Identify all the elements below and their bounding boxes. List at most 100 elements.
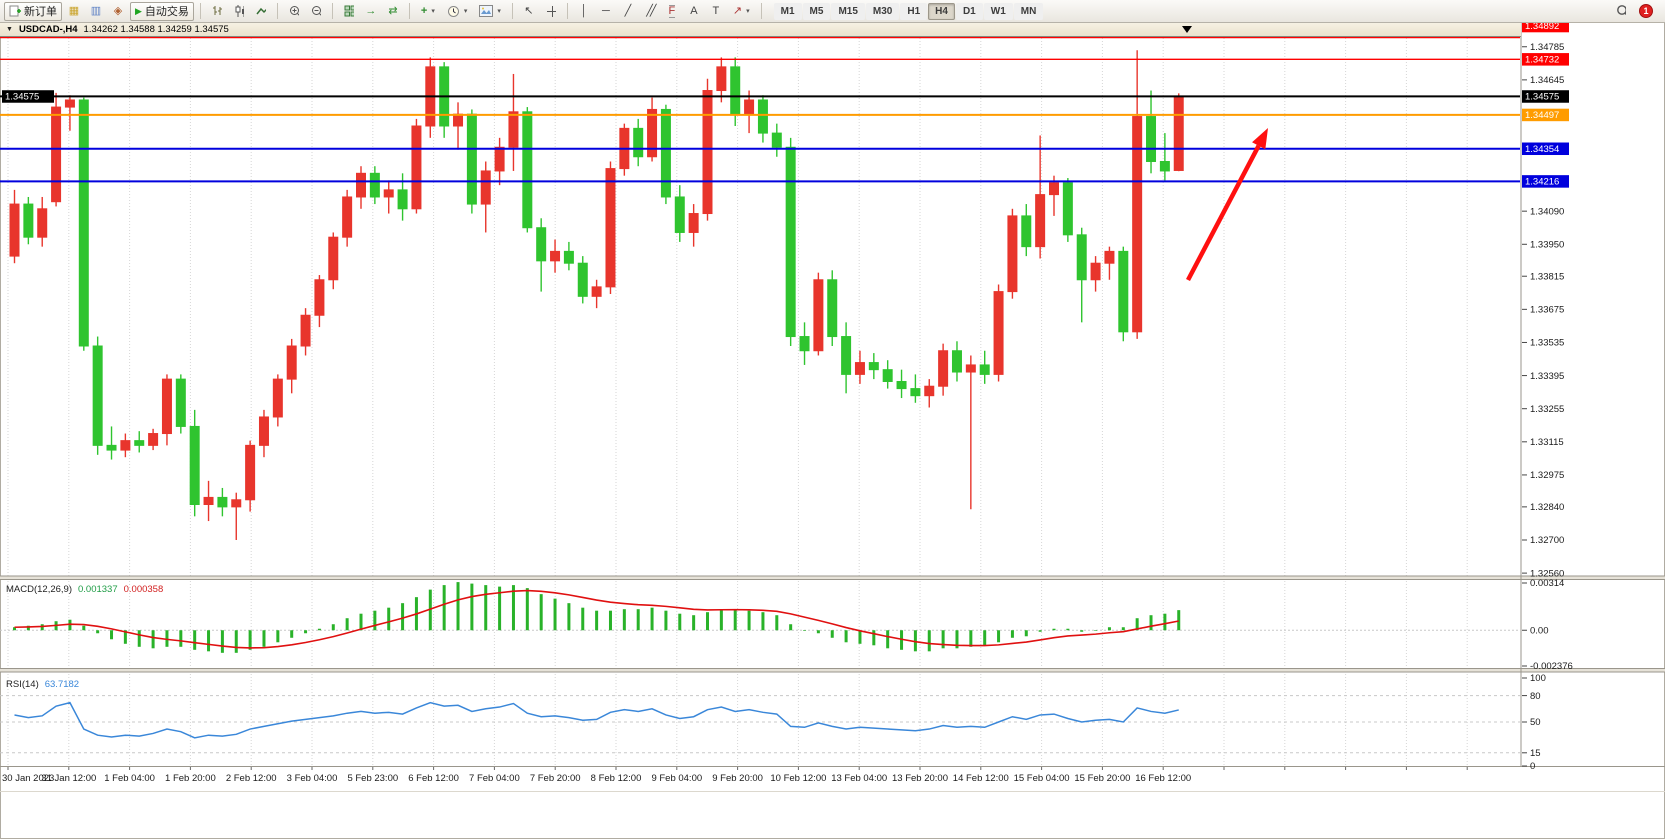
navigator-icon: ◈ [113,4,123,17]
svg-text:1.34575: 1.34575 [1525,92,1559,103]
svg-text:2 Feb 12:00: 2 Feb 12:00 [226,773,277,784]
timeframe-w1[interactable]: W1 [983,2,1013,20]
svg-text:RSI(14)63.7182: RSI(14) 63.7182 [6,679,79,690]
svg-text:1.34785: 1.34785 [1530,42,1564,53]
collapse-chart-icon[interactable]: ▼ [6,26,13,33]
navigator-button[interactable]: ◈ [108,2,128,21]
svg-text:1.34645: 1.34645 [1530,75,1564,86]
svg-text:50: 50 [1530,717,1541,728]
line-chart-icon [256,7,266,15]
templates-image-icon [479,5,494,17]
trendline-icon: ╱ [624,4,632,17]
zoom-out-icon [311,5,321,16]
zoom-out-button[interactable] [306,2,326,21]
candles-chart-icon [235,5,244,17]
svg-text:1.33115: 1.33115 [1530,437,1564,448]
data-window-icon: ▥ [90,4,102,17]
tile-windows-button[interactable] [339,2,359,21]
horizontal-line-button[interactable]: ─ [596,2,616,21]
toolbar-separator [331,3,333,19]
price-axis[interactable]: 1.34785 1.34645 1.34090 1.33950 1.33815 1.336… [1520,19,1573,772]
bars-chart-button[interactable] [207,2,227,21]
toolbar-separator [276,3,278,19]
timeframe-m30[interactable]: M30 [865,2,900,20]
timeframe-h1[interactable]: H1 [900,2,928,20]
chevron-down-icon: ▾ [746,8,750,15]
bars-chart-icon [212,6,222,15]
last-bar-marker [1182,26,1192,33]
horizontal-line-icon: ─ [602,4,610,17]
svg-text:1.32975: 1.32975 [1530,470,1564,481]
svg-text:3 Feb 04:00: 3 Feb 04:00 [287,773,338,784]
toolbar-separator [566,3,568,19]
main-toolbar: 新订单 ▦ ▥ ◈ ▶ 自动交易 → ⇄ [0,0,1665,23]
svg-text:0.00: 0.00 [1530,625,1549,636]
chart-symbol-period: USDCAD-,H4 [18,24,78,35]
fibonacci-button[interactable]: F [662,2,682,21]
svg-text:-0.002376: -0.002376 [1530,661,1573,672]
zoom-in-button[interactable] [284,2,304,21]
timeframe-m15[interactable]: M15 [831,2,865,20]
label-button[interactable]: T [706,2,726,21]
svg-text:10 Feb 12:00: 10 Feb 12:00 [770,773,826,784]
periods-button[interactable]: ▾ [442,2,473,21]
add-indicator-icon: + [420,4,428,17]
trendline-button[interactable]: ╱ [618,2,638,21]
text-icon: A [690,4,698,17]
label-icon: T [712,4,720,17]
trend-arrow[interactable] [1186,128,1268,282]
svg-text:1.33950: 1.33950 [1530,239,1564,250]
new-order-label: 新订单 [24,6,57,18]
rsi-pane: RSI(14) 63.7182 [0,679,1520,754]
chevron-down-icon: ▾ [431,8,435,15]
text-button[interactable]: A [684,2,704,21]
auto-scroll-icon: → [365,4,377,17]
svg-text:13 Feb 20:00: 13 Feb 20:00 [892,773,948,784]
line-chart-button[interactable] [251,2,271,21]
vertical-line-button[interactable]: │ [574,2,594,21]
timeframe-m5[interactable]: M5 [802,2,831,20]
autotrading-button[interactable]: ▶ 自动交易 [130,1,194,21]
templates-button[interactable]: ▾ [474,2,506,21]
svg-text:1.34090: 1.34090 [1530,206,1564,217]
market-watch-button[interactable]: ▦ [64,2,84,21]
crosshair-button[interactable] [541,2,561,21]
toolbar-separator [408,3,410,19]
channel-button[interactable]: ╱╱ [640,2,660,21]
fibonacci-icon: F [668,4,676,18]
svg-text:15: 15 [1530,748,1541,759]
shapes-button[interactable]: ↗ ▾ [728,2,755,21]
market-watch-icon: ▦ [68,4,80,17]
svg-text:1.32840: 1.32840 [1530,502,1564,513]
horizontal-level-lines[interactable]: 1.34575 [0,36,1520,183]
toolbar-separator [199,3,201,19]
svg-text:8 Feb 12:00: 8 Feb 12:00 [591,773,642,784]
search-button[interactable] [1611,2,1631,21]
crosshair-icon [546,5,556,17]
notification-badge[interactable]: 1 [1639,4,1653,18]
svg-text:1.33255: 1.33255 [1530,404,1564,415]
svg-text:5 Feb 23:00: 5 Feb 23:00 [347,773,398,784]
toolbar-separator [760,3,762,19]
add-indicator-button[interactable]: + ▾ [416,2,440,21]
shapes-icon: ↗ [732,4,743,17]
svg-text:1.32560: 1.32560 [1530,568,1564,579]
chart-shift-button[interactable]: ⇄ [383,2,403,21]
svg-text:31 Jan 12:00: 31 Jan 12:00 [41,773,96,784]
timeframe-m1[interactable]: M1 [773,2,802,20]
data-window-button[interactable]: ▥ [86,2,106,21]
timeframe-h4[interactable]: H4 [928,2,955,20]
svg-text:0: 0 [1530,761,1535,772]
timeframe-d1[interactable]: D1 [955,2,983,20]
timeframe-mn[interactable]: MN [1013,2,1044,20]
cursor-icon: ↖ [524,4,534,17]
new-order-button[interactable]: 新订单 [4,1,62,21]
auto-scroll-button[interactable]: → [361,2,381,21]
cursor-button[interactable]: ↖ [519,2,539,21]
svg-text:1.33395: 1.33395 [1530,371,1564,382]
candles-chart-button[interactable] [229,2,249,21]
